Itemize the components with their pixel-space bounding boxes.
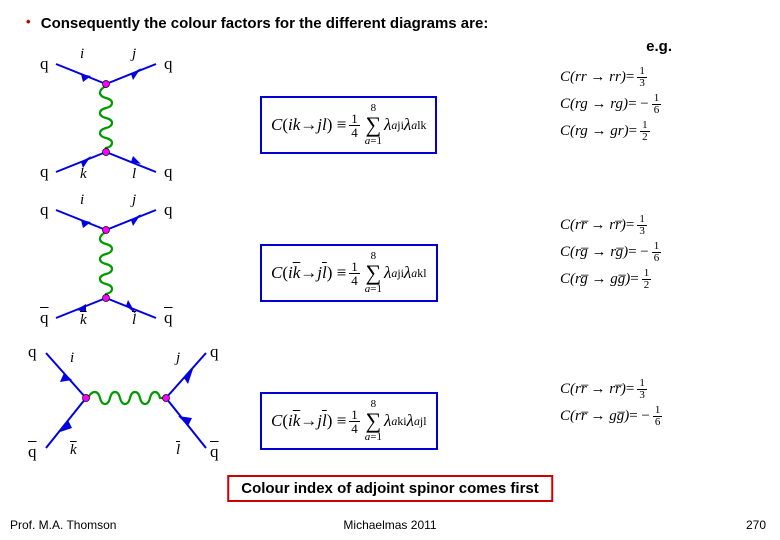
q-top-right-2: q bbox=[164, 200, 173, 220]
example-row: C(rr → rr) = 13 bbox=[560, 66, 661, 89]
qbar-bot-left-3: q bbox=[28, 442, 37, 462]
qbar-bot-right-3: q bbox=[210, 442, 219, 462]
bullet-icon: • bbox=[26, 14, 31, 29]
q-bot-right: q bbox=[164, 162, 173, 182]
formula-2: C(ik → jl) ≡ 14 8∑a=1 λajiλakl bbox=[260, 244, 438, 302]
example-row: C(rr̅ → gg̅) = −16 bbox=[560, 405, 662, 428]
idx-i: i bbox=[80, 46, 84, 63]
idx-j-3: j bbox=[176, 350, 180, 367]
idx-l-2: l bbox=[132, 312, 136, 329]
idx-i-3: i bbox=[70, 350, 74, 367]
feynman-svg-3 bbox=[26, 338, 226, 468]
eg-label: e.g. bbox=[646, 38, 672, 55]
example-row: C(rr̅ → rr̅) = 13 bbox=[560, 214, 661, 237]
q-bot-left: q bbox=[40, 162, 49, 182]
example-row: C(rg̅ → rg̅) = −16 bbox=[560, 241, 661, 264]
formula-1: C(ik → jl) ≡ 14 8∑a=1 λajiλalk bbox=[260, 96, 437, 154]
idx-j: j bbox=[132, 46, 136, 63]
q-top-right-3: q bbox=[210, 342, 219, 362]
idx-l-3: l bbox=[176, 442, 180, 459]
idx-k-3: k bbox=[70, 442, 77, 459]
formula-3: C(ik → jl) ≡ 14 8∑a=1 λakiλajl bbox=[260, 392, 438, 450]
diagram-3: q q q q i j k l bbox=[26, 338, 226, 468]
example-row: C(rr̅ → rr̅) = 13 bbox=[560, 378, 662, 401]
examples-2: C(rr̅ → rr̅) = 13 C(rg̅ → rg̅) = −16 C(rg̅… bbox=[560, 214, 661, 295]
q-top-left-3: q bbox=[28, 342, 37, 362]
example-row: C(rg → gr) = 12 bbox=[560, 120, 661, 143]
idx-k-2: k bbox=[80, 312, 87, 329]
note-box: Colour index of adjoint spinor comes fir… bbox=[227, 475, 553, 502]
feynman-svg-2 bbox=[36, 190, 216, 330]
heading-text: Consequently the colour factors for the … bbox=[41, 15, 489, 32]
qbar-bot-left-2: q bbox=[40, 308, 49, 328]
q-top-right: q bbox=[164, 54, 173, 74]
diagram-2: q q q q i j k l bbox=[36, 190, 216, 330]
q-top-left: q bbox=[40, 54, 49, 74]
diagram-1: q q q q i j k l bbox=[36, 44, 216, 184]
footer-term: Michaelmas 2011 bbox=[343, 518, 436, 532]
footer-page: 270 bbox=[746, 518, 766, 532]
example-row: C(rg → rg) = −16 bbox=[560, 93, 661, 116]
q-top-left-2: q bbox=[40, 200, 49, 220]
footer-author: Prof. M.A. Thomson bbox=[10, 518, 116, 532]
idx-k: k bbox=[80, 166, 87, 183]
feynman-svg-1 bbox=[36, 44, 216, 184]
examples-3: C(rr̅ → rr̅) = 13 C(rr̅ → gg̅) = −16 bbox=[560, 378, 662, 432]
idx-l: l bbox=[132, 166, 136, 183]
heading-line: • Consequently the colour factors for th… bbox=[26, 14, 488, 32]
idx-i-2: i bbox=[80, 192, 84, 209]
examples-1: C(rr → rr) = 13 C(rg → rg) = −16 C(rg → gr… bbox=[560, 66, 661, 147]
qbar-bot-right-2: q bbox=[164, 308, 173, 328]
example-row: C(rg̅ → gg̅) = 12 bbox=[560, 268, 661, 291]
idx-j-2: j bbox=[132, 192, 136, 209]
